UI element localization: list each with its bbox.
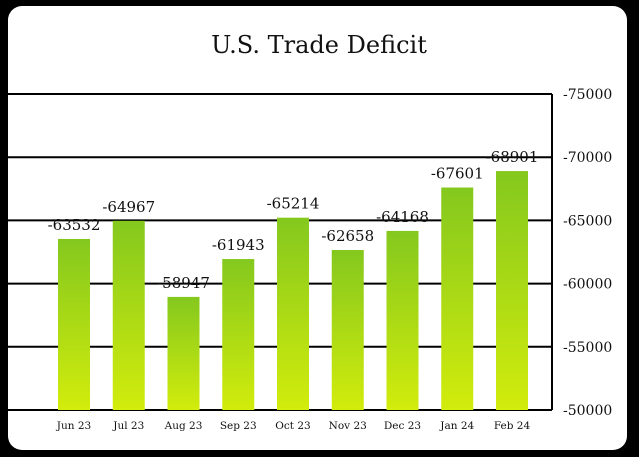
x-tick-label: Nov 23 [329, 420, 367, 432]
data-label: -67601 [431, 165, 484, 183]
bar [112, 220, 145, 410]
data-label: -68901 [486, 148, 539, 166]
x-tick-label: Oct 23 [275, 420, 310, 432]
chart-title: U.S. Trade Deficit [211, 31, 427, 59]
y-tick-label: -70000 [563, 150, 612, 166]
y-tick-label: -75000 [563, 87, 612, 103]
y-axis-ticks: -50000 -55000 -60000 -65000 -70000 -75000 [563, 87, 612, 419]
data-labels: -63532-64967 -58947 -61943 -65214-62658-641… [48, 148, 539, 292]
x-axis-ticks: Jun 23 Jul 23 Aug 23 Sep 23 Oct 23 Nov 23 Dec … [56, 420, 531, 432]
x-tick-label: Dec 23 [384, 420, 421, 432]
bar [167, 296, 200, 410]
data-label: -64168 [376, 208, 429, 226]
chart-frame: U.S. Trade Deficit -63532 -64967 -58947 -61… [8, 6, 627, 450]
x-tick-label: Jun 23 [56, 420, 91, 432]
bar [441, 187, 474, 410]
x-tick-label: Sep 23 [220, 420, 257, 432]
data-label: -65214 [267, 195, 320, 213]
bar [331, 250, 364, 410]
x-tick-label: Aug 23 [164, 420, 203, 432]
data-label: -58947 [157, 274, 210, 292]
x-tick-label: Feb 24 [494, 420, 531, 432]
data-label: -62658 [321, 227, 374, 245]
x-tick-label: Jan 24 [439, 420, 474, 432]
bar [277, 217, 309, 410]
data-label: -64967 [102, 198, 155, 216]
bar [58, 238, 90, 410]
data-label: -61943 [212, 236, 265, 254]
x-tick-label: Jul 23 [112, 420, 144, 432]
bar-series [58, 171, 528, 410]
y-tick-label: -60000 [563, 277, 612, 293]
bar [386, 230, 419, 410]
bar-chart: U.S. Trade Deficit -63532-64967 -58947 -61… [8, 31, 612, 432]
bar [496, 171, 528, 410]
y-tick-label: -65000 [563, 213, 612, 229]
y-tick-label: -50000 [563, 403, 612, 419]
data-label: -63532 [48, 216, 101, 234]
y-tick-label: -55000 [563, 340, 612, 356]
bar [222, 259, 255, 410]
